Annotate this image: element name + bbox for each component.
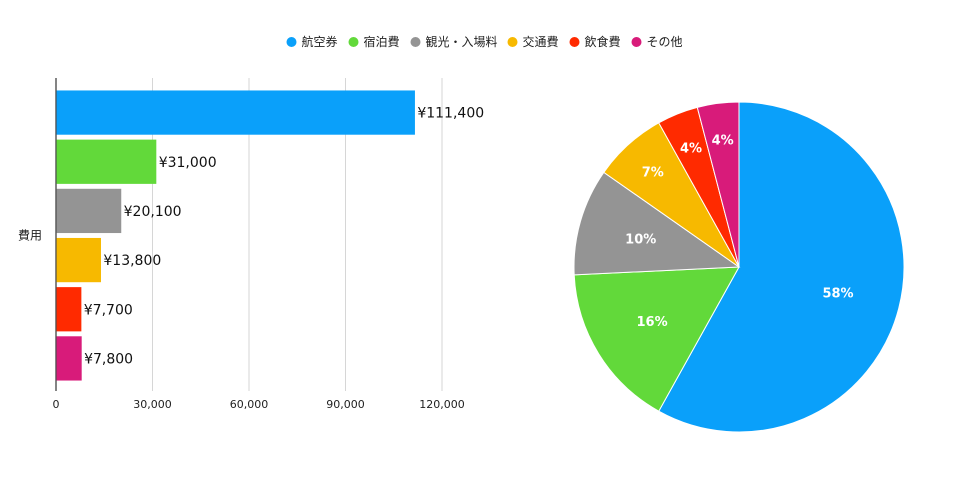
bar: [56, 188, 122, 234]
pie-slice-label: 16%: [637, 315, 668, 330]
pie-slice-label: 4%: [680, 142, 702, 157]
bar: [56, 237, 101, 283]
pie-slice-label: 10%: [625, 233, 656, 248]
legend-item: 観光・入場料: [426, 35, 498, 49]
bar-value-label: ¥7,800: [84, 351, 133, 367]
bar-value-label: ¥7,700: [84, 302, 133, 318]
pie-slice: [658, 101, 905, 433]
pie-slice-label: 7%: [642, 165, 664, 180]
bar: [56, 336, 82, 381]
legend-swatch: [507, 37, 518, 47]
bar: [56, 139, 157, 184]
bar-value-label: ¥111,400: [417, 106, 484, 122]
pie-slice: [696, 101, 740, 268]
x-tick-label: 120,000: [419, 398, 465, 411]
y-axis-label: 費用: [18, 228, 42, 243]
x-tick-label: 0: [53, 398, 60, 411]
legend-swatch: [348, 37, 359, 47]
bar-value-label: ¥13,800: [103, 253, 161, 269]
legend-swatch: [569, 37, 580, 47]
x-tick-label: 60,000: [230, 398, 269, 411]
bar-series: ¥111,400 ¥31,000 ¥20,100 ¥13,800 ¥7,700 ¥7,80…: [56, 90, 484, 381]
bar-chart: ¥111,400 ¥31,000 ¥20,100 ¥13,800 ¥7,700 ¥7,80…: [18, 78, 484, 411]
bar: [56, 90, 415, 135]
pie-chart: 58% 16% 10% 7% 4% 4%: [573, 101, 905, 433]
legend-item: 飲食費: [585, 34, 621, 49]
legend-item: その他: [647, 35, 683, 49]
legend-item: 航空券: [302, 34, 338, 49]
pie-slice: [573, 171, 741, 276]
pie-slice-label: 4%: [712, 133, 734, 148]
legend-swatch: [410, 37, 421, 47]
x-tick-label: 30,000: [133, 398, 172, 411]
x-axis-ticks: 0 30,000 60,000 90,000 120,000: [53, 398, 465, 411]
pie-slice: [573, 266, 740, 412]
bar-value-label: ¥20,100: [124, 204, 182, 220]
bar: [56, 287, 82, 332]
legend-item: 交通費: [523, 34, 559, 49]
legend-swatch: [631, 37, 642, 47]
legend: 航空券 宿泊費 観光・入場料 交通費 飲食費 その他: [286, 34, 683, 49]
legend-swatch: [286, 37, 297, 47]
bar-value-label: ¥31,000: [159, 155, 217, 171]
legend-item: 宿泊費: [364, 34, 400, 49]
pie-slice-label: 58%: [822, 287, 853, 302]
x-tick-label: 90,000: [326, 398, 365, 411]
